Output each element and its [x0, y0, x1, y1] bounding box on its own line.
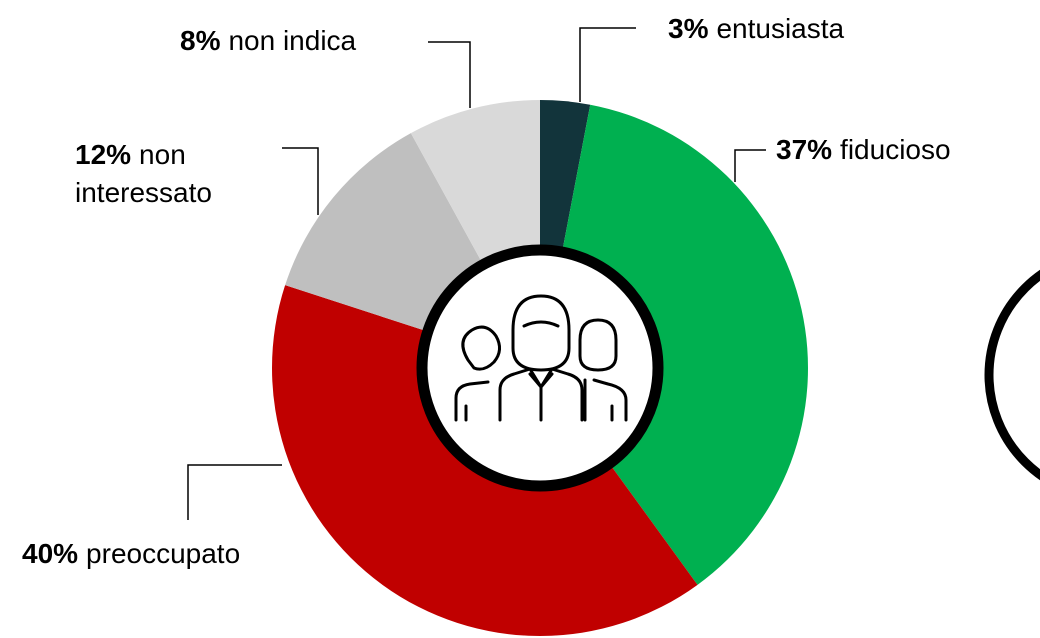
value-label: 40%: [22, 538, 79, 569]
leader-lines: [187, 27, 766, 520]
leader-line: [734, 149, 766, 182]
icon-head-right: [578, 318, 618, 372]
slice-label: 8% non indica: [180, 22, 356, 60]
leader-line: [282, 147, 319, 215]
donut-slice: [540, 104, 808, 585]
donut: [272, 100, 808, 636]
icon-head: [511, 294, 571, 372]
slice-label: 37% fiducioso: [776, 131, 951, 169]
value-label: 8%: [180, 25, 221, 56]
slice-label: 40% preoccupato: [22, 535, 240, 573]
category-label: non interessato: [75, 139, 212, 208]
value-label: 37%: [776, 134, 833, 165]
icon-body-right: [583, 378, 628, 422]
value-label: 12%: [75, 139, 132, 170]
category-label: non indica: [228, 25, 357, 56]
people-icon: [454, 294, 628, 422]
slice-label: 3% entusiasta: [668, 10, 844, 48]
icon-head-left: [461, 325, 501, 371]
leader-line: [428, 41, 471, 108]
slice-label: 12% non interessato: [75, 136, 265, 212]
value-label: 3%: [668, 13, 709, 44]
category-label: preoccupato: [86, 538, 241, 569]
category-label: fiducioso: [840, 134, 951, 165]
icon-tie: [528, 372, 554, 422]
category-label: entusiasta: [716, 13, 845, 44]
center-ring: [416, 244, 664, 492]
icon-hair: [522, 320, 560, 328]
leader-line: [579, 27, 636, 102]
decor-ring: [984, 269, 1040, 481]
leader-line: [187, 464, 282, 520]
icon-body-left: [454, 380, 490, 422]
